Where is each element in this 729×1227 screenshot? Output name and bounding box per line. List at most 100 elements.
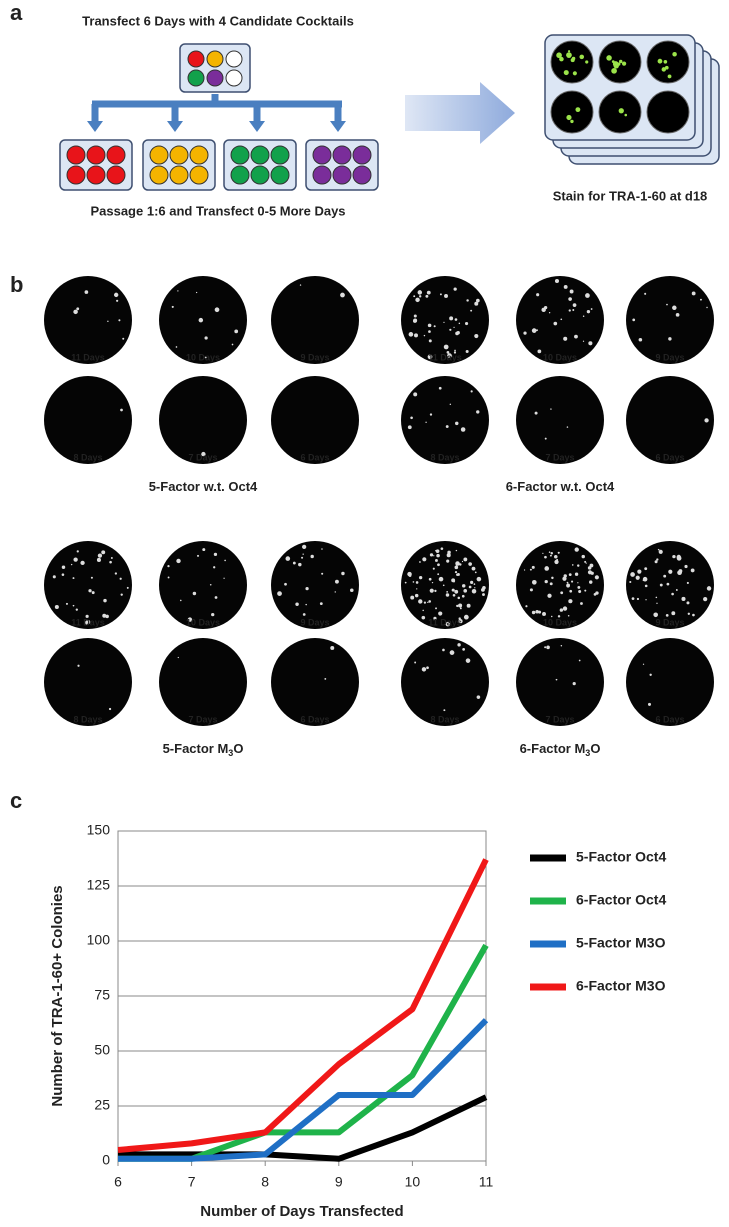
colony: [458, 322, 461, 325]
colony: [632, 318, 636, 322]
colony: [554, 279, 560, 284]
colony: [644, 292, 647, 295]
colony: [455, 549, 458, 552]
legend-label: 6-Factor Oct4: [576, 892, 666, 908]
group-label-part: 5-Factor w.t. Oct4: [149, 479, 258, 494]
colony: [637, 569, 642, 574]
colony: [686, 581, 689, 585]
colony: [665, 614, 669, 617]
colony: [568, 573, 572, 577]
colony: [647, 702, 652, 706]
colony: [211, 612, 215, 617]
colony: [548, 551, 551, 553]
y-axis-label: Number of TRA-1-60+ Colonies: [49, 885, 66, 1106]
x-tick-label: 11: [479, 1174, 494, 1190]
colony: [445, 593, 450, 597]
y-tick-label: 150: [87, 822, 111, 838]
colony: [432, 567, 435, 570]
well-label: 11 Days: [428, 352, 462, 362]
colony: [566, 426, 569, 428]
colony: [563, 70, 569, 76]
colony: [690, 568, 695, 573]
colony: [449, 328, 452, 331]
colony: [319, 602, 323, 606]
colony: [120, 408, 123, 412]
colony: [453, 351, 457, 354]
colony: [572, 303, 577, 307]
well: [66, 165, 86, 185]
colony: [531, 328, 537, 333]
colony: [586, 310, 591, 314]
colony: [523, 569, 526, 571]
colony: [103, 598, 107, 603]
colony: [577, 586, 581, 589]
colony: [465, 658, 471, 663]
well: [86, 165, 106, 185]
group-label: 5-Factor w.t. Oct4: [149, 479, 258, 494]
colony: [547, 593, 552, 598]
well-label: 8 Days: [73, 714, 102, 724]
well-image: [401, 638, 489, 726]
colony: [668, 569, 673, 574]
colony: [544, 579, 548, 584]
well-image: [626, 276, 714, 364]
well: [230, 165, 250, 185]
group-label-part: 6-Factor w.t. Oct4: [506, 479, 615, 494]
colony: [447, 550, 451, 555]
colony: [70, 563, 73, 566]
well: [169, 165, 189, 185]
colony: [80, 560, 85, 566]
well-image: [159, 638, 247, 726]
colony: [470, 390, 473, 393]
colony: [700, 298, 702, 301]
colony: [574, 547, 579, 552]
colony: [476, 576, 482, 582]
well-image: [271, 376, 359, 464]
colony: [653, 612, 658, 618]
well-image: [401, 276, 489, 364]
source-plate: [179, 43, 251, 93]
colony: [474, 587, 476, 589]
colony: [302, 613, 306, 616]
colony: [455, 421, 459, 426]
colony: [321, 572, 324, 575]
colony: [546, 645, 550, 650]
colony: [321, 548, 323, 550]
group-label-part: O: [590, 741, 600, 756]
colony: [642, 579, 644, 582]
colony: [85, 614, 89, 618]
well-image: [626, 638, 714, 726]
well-image: [159, 376, 247, 464]
colony: [76, 550, 79, 553]
well-image: [626, 541, 714, 629]
series-line: [117, 858, 489, 1153]
colony: [456, 604, 459, 608]
colony: [310, 554, 314, 559]
colony: [176, 558, 181, 564]
group-label: 5-Factor M3O: [163, 741, 244, 758]
colony: [96, 557, 101, 562]
colony: [425, 421, 427, 424]
stained-plates: [544, 34, 720, 165]
colony: [454, 570, 458, 574]
colony: [470, 580, 474, 584]
y-tick-label: 0: [102, 1152, 110, 1168]
colony: [340, 292, 345, 298]
colony: [629, 580, 632, 584]
colony: [549, 554, 552, 557]
well-label: 7 Days: [545, 714, 574, 724]
colony: [110, 556, 113, 559]
colony: [234, 329, 239, 334]
colony: [570, 119, 574, 124]
colony: [571, 564, 574, 566]
well-label: 9 Days: [655, 617, 684, 627]
well: [189, 165, 209, 185]
colony: [466, 299, 469, 302]
colony: [214, 307, 220, 313]
colony: [445, 621, 451, 627]
well-image: [271, 541, 359, 629]
colony: [585, 293, 590, 298]
colony: [61, 565, 66, 569]
colony: [284, 582, 287, 586]
x-tick-label: 6: [114, 1174, 122, 1190]
